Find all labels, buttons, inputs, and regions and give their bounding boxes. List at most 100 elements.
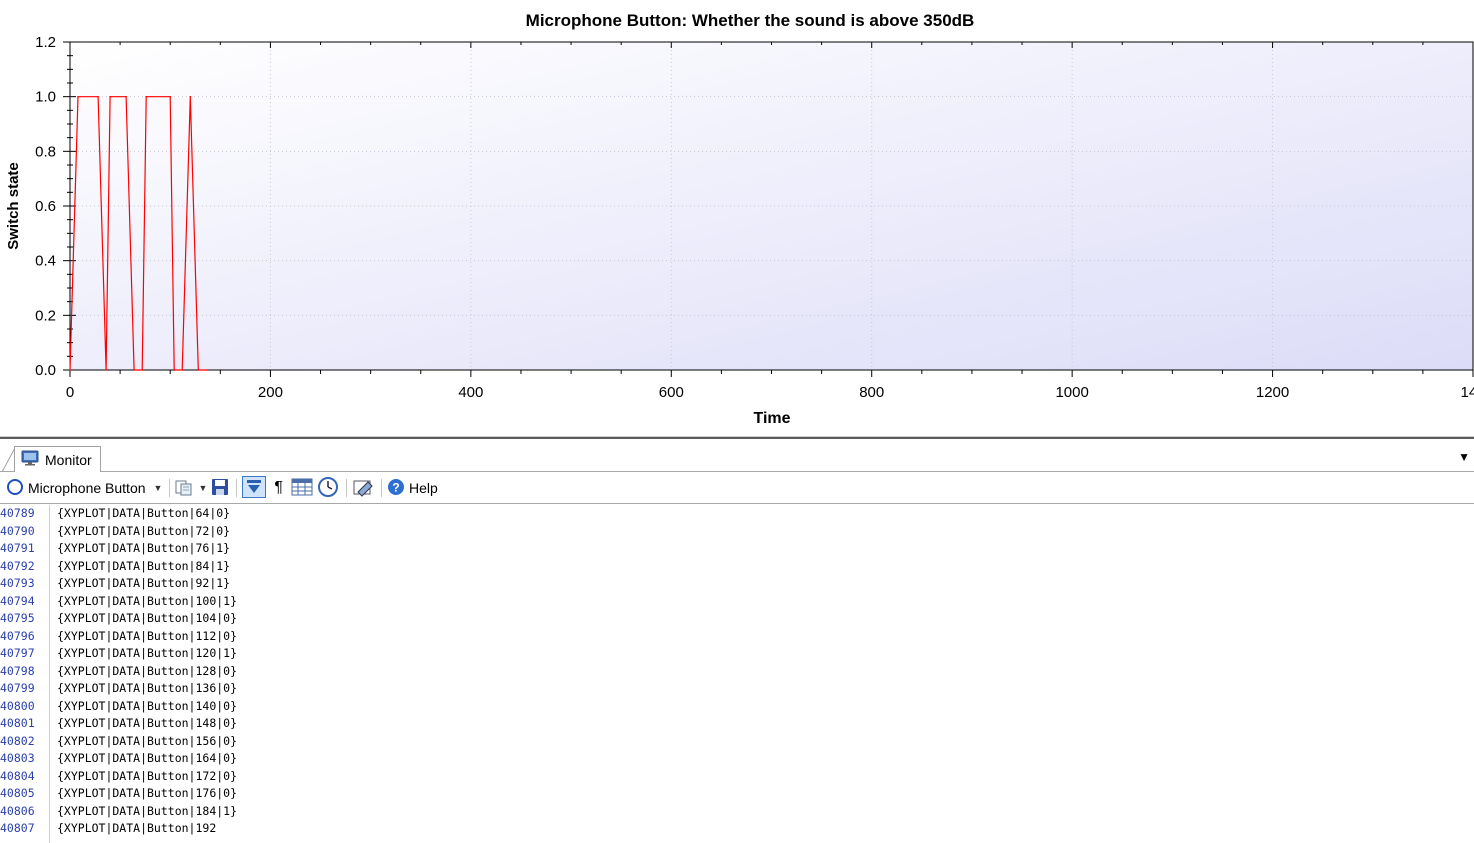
line-number-gutter (0, 505, 50, 843)
y-tick-label: 0.0 (35, 362, 56, 379)
data-point (133, 369, 135, 371)
chevron-down-icon: ▼ (153, 483, 163, 493)
log-line-number: 40800 (0, 698, 35, 713)
y-tick-label: 0.4 (35, 253, 56, 270)
data-point (141, 369, 143, 371)
log-line-number: 40790 (0, 523, 35, 538)
x-tick-label: 1000 (1055, 384, 1088, 401)
source-selector[interactable]: Microphone Button ▼ (6, 476, 162, 500)
pilcrow-icon: ¶ (274, 479, 283, 496)
data-point (69, 369, 71, 371)
table-view-button[interactable] (291, 476, 313, 500)
log-line-number: 40807 (0, 821, 35, 835)
grid-lines (70, 42, 1473, 370)
clear-button[interactable] (352, 476, 374, 500)
monitor-toolbar: Microphone Button ▼ ▼ ¶ (0, 473, 1474, 504)
data-point (189, 95, 192, 98)
copy-icon (175, 478, 195, 499)
log-line-number: 40806 (0, 803, 35, 818)
copy-button[interactable]: ▼ (175, 476, 207, 500)
table-icon (291, 478, 313, 499)
eraser-icon (352, 477, 374, 500)
panel-menu-arrow-icon[interactable]: ▼ (1458, 450, 1470, 464)
x-tick-label: 140 (1460, 384, 1474, 401)
y-tick-label: 0.6 (35, 198, 56, 215)
log-line-text: {XYPLOT|DATA|Button|120|1} (57, 646, 238, 660)
save-icon (211, 478, 229, 499)
log-line-text: {XYPLOT|DATA|Button|136|0} (57, 681, 238, 695)
x-tick-label: 1200 (1256, 384, 1289, 401)
panel-splitter[interactable] (0, 436, 1474, 439)
log-line-number: 40802 (0, 733, 35, 748)
log-line-text: {XYPLOT|DATA|Button|172|0} (57, 768, 238, 783)
x-tick-label: 800 (859, 384, 884, 401)
tab-edge (2, 446, 16, 472)
log-line-text: {XYPLOT|DATA|Button|176|0} (57, 786, 238, 800)
data-point (173, 369, 176, 371)
data-point (181, 369, 184, 371)
x-tick-label: 0 (66, 384, 74, 401)
log-line-number: 40798 (0, 663, 35, 678)
log-line-text: {XYPLOT|DATA|Button|192 (57, 821, 217, 835)
toolbar-separator (380, 479, 382, 497)
log-line-number: 40793 (0, 576, 35, 590)
data-point (205, 369, 208, 371)
y-tick-label: 1.0 (35, 89, 56, 106)
log-line-text: {XYPLOT|DATA|Button|112|0} (57, 628, 238, 643)
log-line-text: {XYPLOT|DATA|Button|128|0} (57, 663, 238, 678)
data-point (145, 95, 147, 98)
autoscroll-toggle[interactable] (242, 475, 267, 500)
log-line-number: 40796 (0, 628, 35, 643)
x-tick-label: 200 (258, 384, 283, 401)
data-point (105, 369, 107, 371)
save-button[interactable] (211, 476, 229, 500)
log-line-number: 40797 (0, 646, 35, 660)
toolbar-separator (169, 479, 171, 497)
log-line-text: {XYPLOT|DATA|Button|156|0} (57, 733, 238, 748)
log-line-number: 40795 (0, 611, 35, 625)
log-line-number: 40789 (0, 506, 35, 520)
log-line-text: {XYPLOT|DATA|Button|148|0} (57, 716, 238, 730)
x-tick-label: 400 (458, 384, 483, 401)
log-line-text: {XYPLOT|DATA|Button|76|1} (57, 541, 231, 555)
log-line-text: {XYPLOT|DATA|Button|84|1} (57, 558, 231, 573)
monitor-icon (21, 450, 39, 469)
toolbar-separator (236, 479, 238, 497)
log-line-text: {XYPLOT|DATA|Button|92|1} (57, 576, 231, 590)
log-line-text: {XYPLOT|DATA|Button|184|1} (57, 803, 238, 818)
data-point (125, 95, 127, 98)
help-icon: ? (387, 478, 405, 499)
tick-labels: 0 200 400 600 800 1000 1200 140 0.0 0.2 0.4 0.6 0.8 1… (35, 34, 1474, 401)
log-line-text: {XYPLOT|DATA|Button|100|1} (57, 593, 238, 608)
log-line-number: 40801 (0, 716, 35, 730)
tab-monitor[interactable]: Monitor (14, 446, 101, 472)
x-tick-label: 600 (659, 384, 684, 401)
data-point (169, 95, 172, 98)
xy-plot-panel: Microphone Button: Whether the sound is … (5, 11, 1474, 427)
help-button[interactable]: ? Help (387, 476, 438, 500)
show-formatting-button[interactable]: ¶ (270, 476, 287, 500)
monitor-log[interactable]: 40789 {XYPLOT|DATA|Button|64|0} 40790 {XYPL… (0, 505, 1474, 843)
log-line-number: 40794 (0, 593, 35, 608)
log-line-number: 40792 (0, 558, 35, 573)
clock-icon (317, 476, 339, 501)
log-line-text: {XYPLOT|DATA|Button|104|0} (57, 611, 238, 625)
log-line-number: 40799 (0, 681, 35, 695)
log-line-text: {XYPLOT|DATA|Button|72|0} (57, 523, 231, 538)
y-tick-label: 0.2 (35, 307, 56, 324)
log-line-text: {XYPLOT|DATA|Button|64|0} (57, 506, 231, 520)
circle-icon (6, 478, 24, 499)
axis-ticks (63, 41, 1474, 377)
timestamp-button[interactable] (317, 476, 339, 500)
source-selector-label: Microphone Button (28, 480, 146, 496)
log-line-text: {XYPLOT|DATA|Button|164|0} (57, 751, 238, 765)
toolbar-separator (345, 479, 347, 497)
monitor-tabstrip: Monitor ▼ (0, 440, 1474, 472)
svg-text:?: ? (392, 480, 399, 494)
data-point (77, 95, 79, 98)
chart-title: Microphone Button: Whether the sound is … (526, 11, 975, 30)
log-line-number: 40791 (0, 541, 35, 555)
tab-monitor-label: Monitor (45, 451, 92, 468)
chevron-down-icon: ▼ (198, 483, 208, 493)
xy-plot-chart: Microphone Button: Whether the sound is … (5, 11, 1474, 427)
